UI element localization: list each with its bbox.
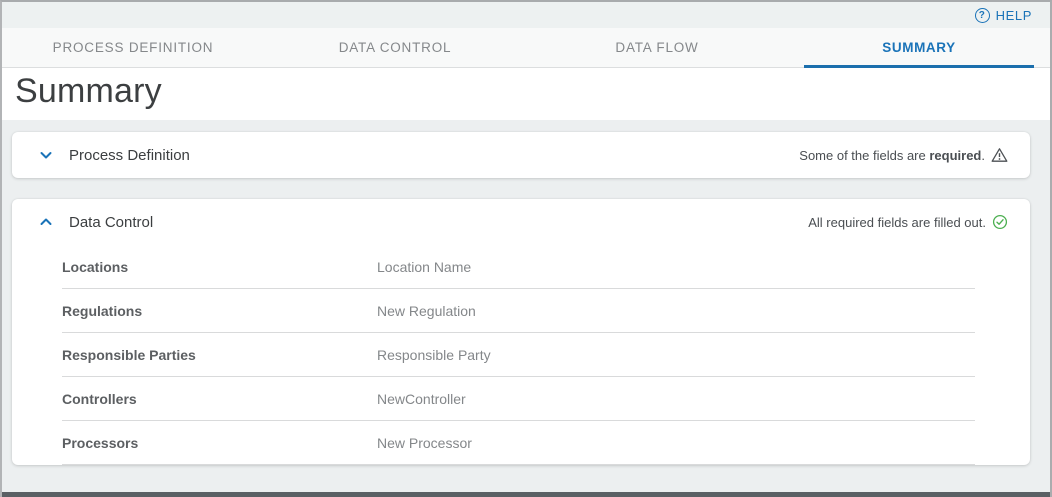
status-text-prefix: Some of the fields are: [799, 147, 930, 163]
tab-label: PROCESS DEFINITION: [52, 40, 214, 55]
help-label: HELP: [995, 7, 1032, 23]
process-definition-card: Process Definition Some of the fields ar…: [12, 132, 1030, 178]
help-button[interactable]: ? HELP: [974, 7, 1032, 23]
tab-bar: PROCESS DEFINITION DATA CONTROL DATA FLO…: [2, 28, 1050, 68]
field-value: Responsible Party: [377, 346, 491, 363]
table-row-controllers: Controllers NewController: [62, 377, 975, 421]
content-area: Process Definition Some of the fields ar…: [2, 120, 1050, 465]
field-label: Locations: [62, 258, 129, 275]
table-row-locations: Locations Location Name: [62, 245, 975, 289]
tab-data-flow[interactable]: DATA FLOW: [526, 28, 788, 67]
tab-data-control[interactable]: DATA CONTROL: [264, 28, 526, 67]
table-row-responsible-parties: Responsible Parties Responsible Party: [62, 333, 975, 377]
check-circle-icon: [992, 214, 1008, 230]
tab-label: SUMMARY: [882, 40, 956, 55]
table-row-processors: Processors New Processor: [62, 421, 975, 465]
data-control-header[interactable]: Data Control All required fields are fil…: [12, 199, 1030, 245]
warning-icon: [991, 147, 1008, 163]
field-label: Processors: [62, 434, 139, 451]
page-title: Summary: [15, 72, 162, 110]
data-control-field-table: Locations Location Name Regulations New …: [62, 245, 975, 465]
field-label: Regulations: [62, 302, 143, 319]
section-title: Data Control: [69, 213, 154, 231]
field-label: Responsible Parties: [62, 346, 196, 363]
section-status: All required fields are filled out.: [808, 214, 1008, 230]
section-title: Process Definition: [69, 146, 190, 164]
tab-label: DATA FLOW: [615, 40, 699, 55]
window-bottom-edge: [2, 492, 1050, 497]
top-bar: ? HELP: [2, 2, 1050, 28]
field-label: Controllers: [62, 390, 137, 407]
section-status: Some of the fields are required.: [799, 147, 1008, 163]
process-definition-header[interactable]: Process Definition Some of the fields ar…: [12, 132, 1030, 178]
chevron-up-icon[interactable]: [38, 214, 54, 230]
field-value: New Processor: [377, 434, 472, 451]
field-value: Location Name: [377, 258, 472, 275]
help-question-icon: ?: [974, 7, 990, 23]
tab-process-definition[interactable]: PROCESS DEFINITION: [2, 28, 264, 67]
status-text-suffix: .: [981, 147, 985, 163]
chevron-down-icon[interactable]: [38, 147, 54, 163]
title-band: Summary: [2, 68, 1050, 120]
data-control-card: Data Control All required fields are fil…: [12, 199, 1030, 465]
tab-label: DATA CONTROL: [338, 40, 452, 55]
tab-summary[interactable]: SUMMARY: [788, 28, 1050, 68]
field-value: NewController: [377, 390, 466, 407]
table-row-regulations: Regulations New Regulation: [62, 289, 975, 333]
status-text-bold: required: [929, 147, 982, 163]
field-value: New Regulation: [377, 302, 476, 319]
status-text: All required fields are filled out.: [808, 214, 986, 230]
